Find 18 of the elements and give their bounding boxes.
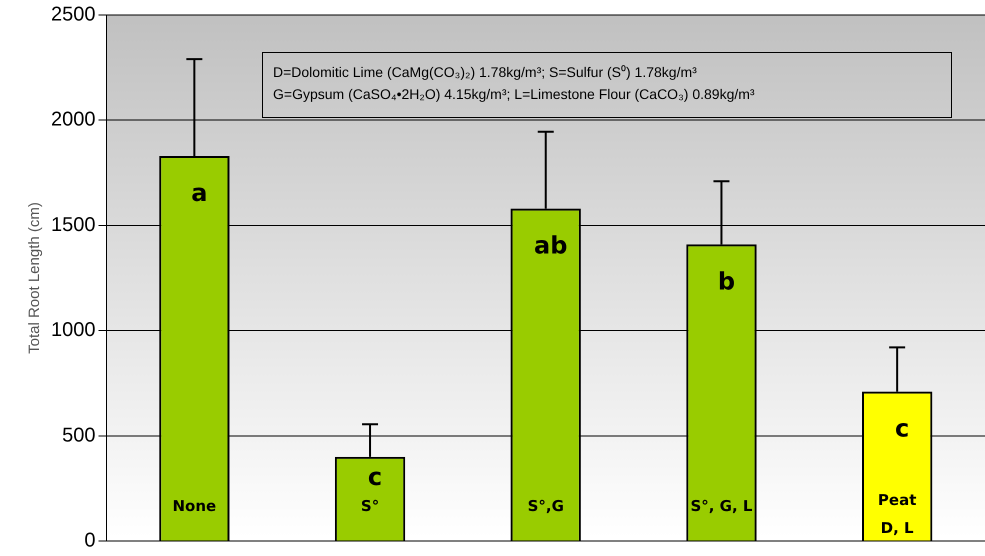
x-tick-label: None (172, 497, 216, 515)
y-axis-title: Total Root Length (cm) (26, 202, 44, 354)
annotation: c (368, 463, 382, 491)
x-tick-label: Peat D, L (878, 491, 916, 537)
x-tick-label: S°,G (528, 497, 564, 515)
y-tick-label: 1500 (50, 214, 96, 236)
y-tick-label: 0 (84, 530, 96, 552)
y-tick-label: 500 (62, 424, 96, 446)
annotation: a (191, 178, 208, 207)
x-tick-label: S° (360, 497, 380, 515)
y-tick-label: 2000 (50, 108, 96, 131)
y-tick-label: 1000 (50, 319, 96, 342)
y-tick-label: 2500 (50, 4, 96, 26)
text-box: D=Dolomitic Lime (CaMg(CO₃)₂) 1.78kg/m³; S=Sulfur (S⁰) 1.78kg/m³ G=Gypsum (CaSO₄•2H₂O) 4.15kg/m³; L=Limestone Flour (CaCO₃) 0.89kg/m³ (262, 52, 952, 118)
annotation: b (718, 267, 736, 296)
x-tick-label: S°, G, L (690, 497, 753, 515)
annotation: ab (534, 232, 568, 260)
annotation: c (895, 414, 910, 443)
